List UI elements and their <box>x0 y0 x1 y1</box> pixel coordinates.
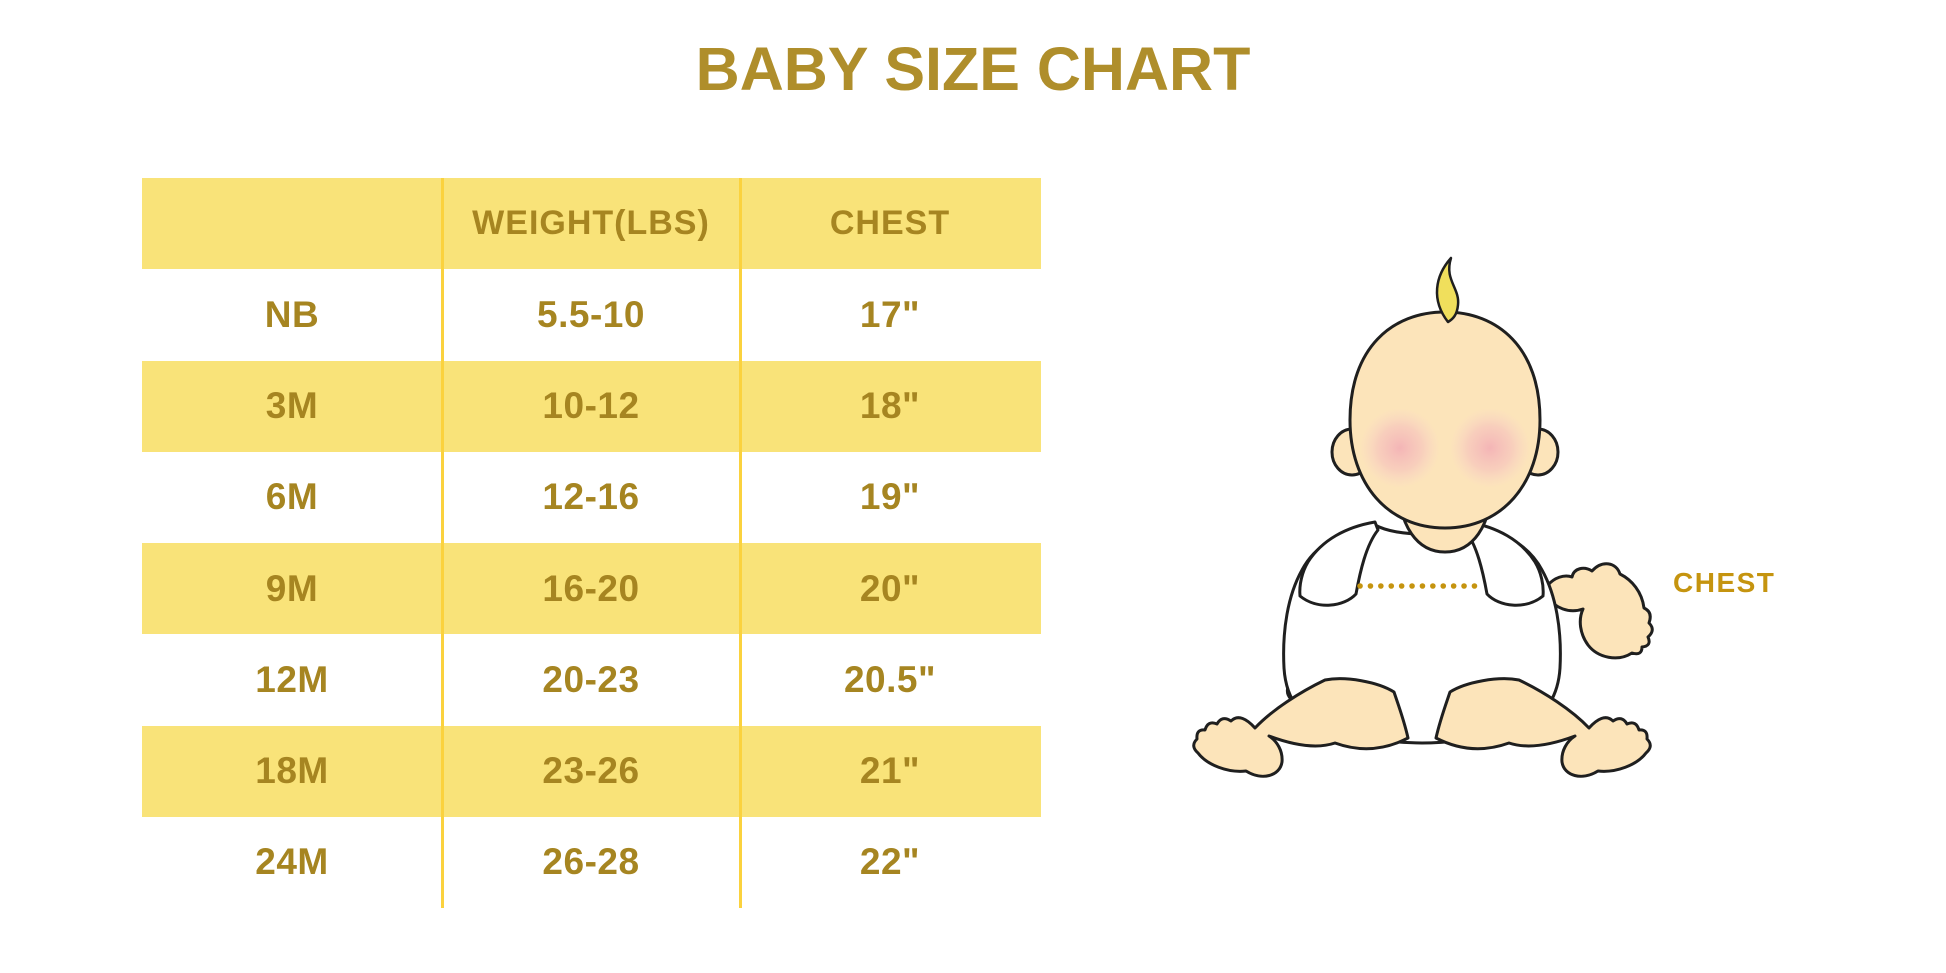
size-cell: NB <box>264 293 320 335</box>
table-header-row: WEIGHT(LBS) CHEST <box>142 178 1041 270</box>
chest-cell: 19" <box>859 476 921 518</box>
header-chest: CHEST <box>829 204 951 243</box>
weight-cell: 5.5-10 <box>537 293 645 335</box>
baby-left-cheek <box>1360 408 1440 488</box>
baby-illustration-svg <box>1192 256 1654 778</box>
table-row-24M: 24M 26-28 22" <box>142 817 1041 908</box>
size-cell: 3M <box>265 385 319 427</box>
table-row-6M: 6M 12-16 19" <box>142 452 1041 543</box>
table-row-3M: 3M 10-12 18" <box>142 360 1041 452</box>
header-size <box>142 178 442 269</box>
baby-hair-curl <box>1435 256 1460 324</box>
chest-cell: 17" <box>859 293 921 335</box>
weight-cell: 16-20 <box>542 567 640 609</box>
baby-right-leg <box>1434 677 1652 778</box>
column-divider-1 <box>441 178 444 908</box>
table-body: NB 5.5-10 17" 3M 10-12 18" 6M 12-16 19" 9M 16-20 20… <box>142 269 1041 908</box>
chest-measurement-label: CHEST <box>1673 567 1776 598</box>
table-row-9M: 9M 16-20 20" <box>142 543 1041 635</box>
size-cell: 6M <box>265 476 319 518</box>
baby-left-leg <box>1192 677 1410 778</box>
size-chart-table: WEIGHT(LBS) CHEST NB 5.5-10 17" 3M 10-12 18" 6… <box>142 178 1041 908</box>
weight-cell: 26-28 <box>542 841 640 883</box>
size-cell: 9M <box>265 567 319 609</box>
size-cell: 24M <box>255 841 329 883</box>
baby-illustration <box>1150 230 1700 830</box>
column-divider-2 <box>739 178 742 908</box>
table-row-12M: 12M 20-23 20.5" <box>142 634 1041 725</box>
header-weight: WEIGHT(LBS) <box>472 204 710 243</box>
size-cell: 12M <box>255 658 329 700</box>
weight-cell: 12-16 <box>542 476 640 518</box>
table-row-NB: NB 5.5-10 17" <box>142 269 1041 360</box>
chest-cell: 22" <box>859 841 921 883</box>
chest-cell: 18" <box>859 385 921 427</box>
page-title: BABY SIZE CHART <box>695 35 1251 103</box>
weight-cell: 20-23 <box>542 658 640 700</box>
baby-left-sleeve <box>1298 520 1380 607</box>
chest-cell: 20.5" <box>843 658 937 700</box>
chest-cell: 20" <box>859 567 921 609</box>
chest-cell: 21" <box>859 750 921 792</box>
table-row-18M: 18M 23-26 21" <box>142 725 1041 817</box>
baby-right-cheek <box>1450 408 1530 488</box>
weight-cell: 23-26 <box>542 750 640 792</box>
baby-right-sleeve <box>1463 520 1545 607</box>
weight-cell: 10-12 <box>542 385 640 427</box>
size-cell: 18M <box>255 750 329 792</box>
